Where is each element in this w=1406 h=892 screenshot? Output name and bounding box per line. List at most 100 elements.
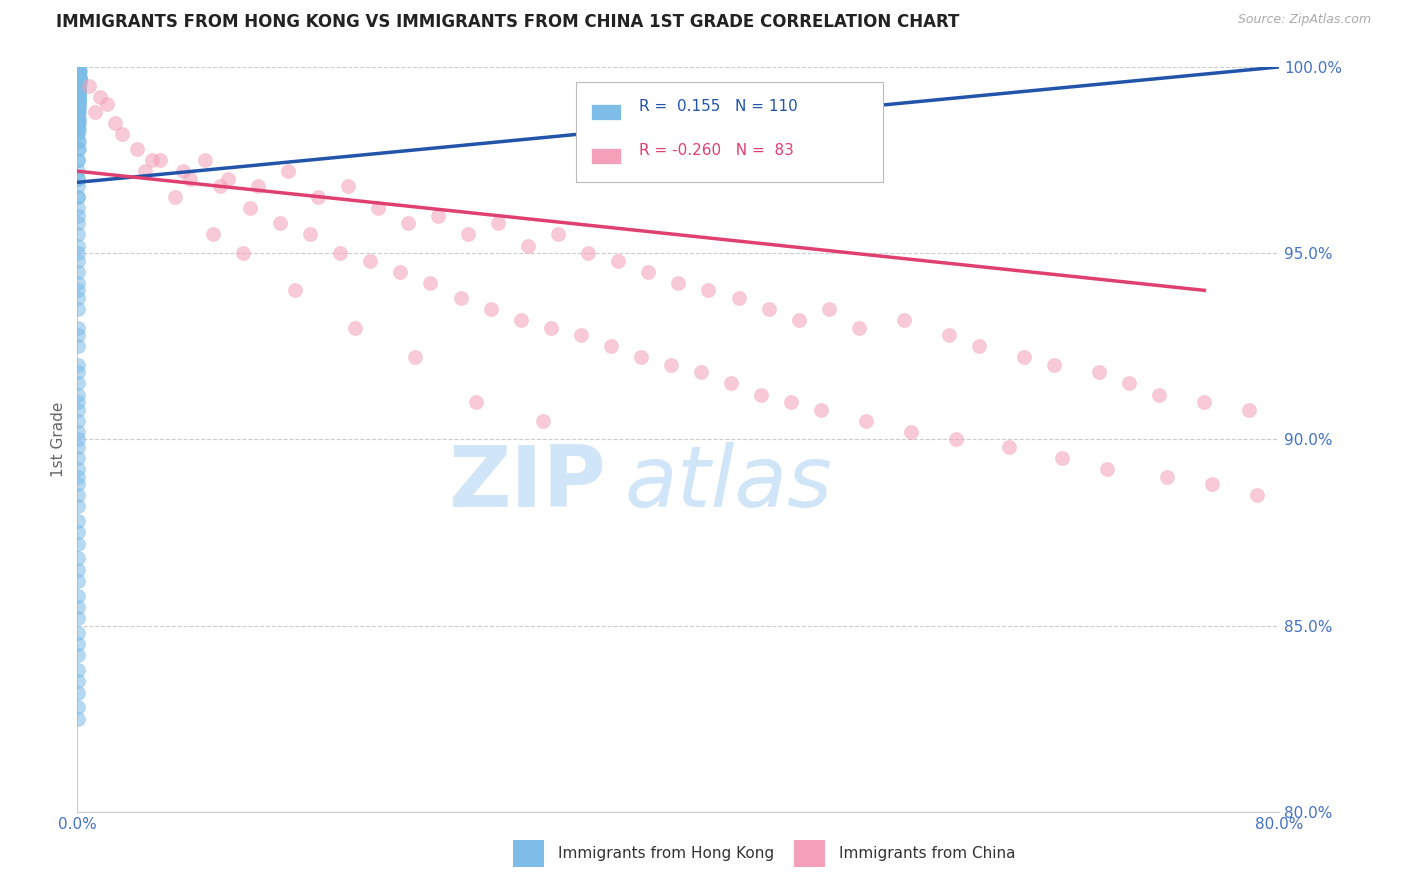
Point: [67, 104, 90, 119]
Point: [67, 440, 90, 454]
Point: [134, 164, 156, 178]
Point: [66, 514, 89, 528]
Point: [67, 179, 90, 194]
Point: [67, 525, 90, 540]
Point: [69, 63, 91, 78]
Point: [758, 301, 780, 316]
Point: [163, 190, 186, 204]
Point: [69, 71, 91, 86]
Point: [66, 500, 89, 514]
Point: [67, 123, 90, 137]
Point: [67, 78, 90, 93]
Point: [66, 387, 89, 401]
Point: [307, 190, 329, 204]
Point: [69, 71, 91, 86]
Point: [67, 563, 90, 577]
Point: [66, 283, 89, 297]
Point: [749, 387, 772, 401]
Point: [344, 320, 367, 334]
Point: [284, 283, 307, 297]
Point: [66, 209, 89, 223]
Point: [66, 685, 89, 699]
Point: [67, 60, 90, 74]
Point: [201, 227, 224, 242]
Point: [367, 202, 389, 216]
Point: [96, 97, 118, 112]
Point: [127, 142, 149, 156]
Point: [67, 104, 90, 119]
Point: [194, 153, 217, 167]
Point: [67, 89, 90, 103]
Point: [67, 94, 90, 108]
Point: [67, 246, 90, 260]
Point: [67, 63, 90, 78]
Point: [938, 328, 960, 343]
Point: [540, 320, 562, 334]
Point: [727, 291, 749, 305]
Point: [659, 358, 682, 372]
Point: [855, 414, 877, 428]
Point: [67, 153, 90, 167]
Point: [67, 414, 90, 428]
Point: [67, 469, 90, 483]
Point: [67, 67, 90, 81]
Point: [457, 227, 479, 242]
Point: [246, 179, 269, 194]
Text: R =  0.155   N = 110: R = 0.155 N = 110: [638, 99, 797, 113]
Point: [67, 112, 90, 126]
Point: [89, 89, 111, 103]
Point: [945, 432, 967, 446]
Point: [66, 301, 89, 316]
Point: [509, 313, 531, 327]
Point: [67, 120, 90, 134]
Point: [67, 101, 90, 115]
Point: [104, 116, 127, 130]
Point: [66, 477, 89, 491]
Point: [67, 328, 90, 343]
Point: [66, 425, 89, 439]
Point: [517, 238, 540, 252]
Point: [67, 488, 90, 502]
Point: [690, 365, 713, 379]
Point: [637, 265, 659, 279]
Point: [66, 265, 89, 279]
Point: [67, 86, 90, 100]
Point: [67, 376, 90, 391]
Point: [720, 376, 742, 391]
Point: [239, 202, 262, 216]
Point: [66, 637, 89, 651]
FancyBboxPatch shape: [591, 148, 620, 164]
Point: [67, 276, 90, 290]
Point: [67, 142, 90, 156]
Point: [67, 432, 90, 446]
Text: ZIP: ZIP: [449, 442, 606, 525]
Point: [66, 599, 89, 614]
Point: [67, 89, 90, 103]
Point: [67, 164, 90, 178]
Point: [1194, 395, 1216, 409]
Point: [1246, 488, 1268, 502]
Point: [67, 67, 90, 81]
Point: [1239, 402, 1261, 417]
Point: [1201, 477, 1223, 491]
Point: [427, 209, 450, 223]
Point: [817, 301, 839, 316]
Point: [67, 142, 90, 156]
FancyBboxPatch shape: [591, 103, 620, 120]
Point: [668, 276, 690, 290]
Point: [69, 71, 91, 86]
Point: [67, 227, 90, 242]
Point: [67, 402, 90, 417]
Point: [1149, 387, 1171, 401]
Point: [67, 63, 90, 78]
Y-axis label: 1st Grade: 1st Grade: [51, 401, 66, 477]
Point: [67, 97, 90, 112]
Point: [277, 164, 299, 178]
Point: [67, 75, 90, 89]
Point: [66, 339, 89, 353]
Point: [67, 67, 90, 81]
Point: [67, 127, 90, 141]
Point: [569, 328, 592, 343]
Point: [66, 190, 89, 204]
Point: [531, 414, 554, 428]
